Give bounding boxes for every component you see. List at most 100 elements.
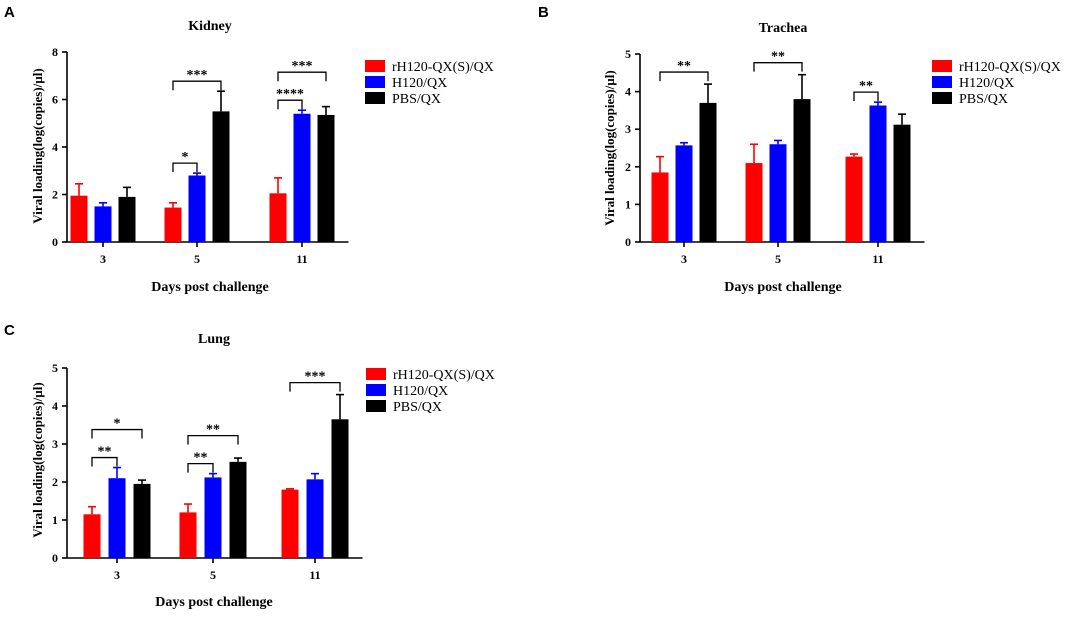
bar-lung — [229, 461, 247, 558]
panel-trachea: B Trachea Viral loading(log(copies)/µl) … — [538, 4, 1061, 295]
significance-bracket-trachea — [753, 62, 803, 72]
significance-bracket-kidney — [172, 80, 222, 91]
legend-swatch-trachea — [932, 60, 952, 72]
bar-trachea — [675, 145, 693, 242]
legend-swatch-kidney — [365, 60, 385, 72]
x-tick-label-trachea: 5 — [775, 252, 781, 266]
x-tick-label-trachea: 11 — [872, 252, 883, 266]
plot-area-trachea: 0 1 2 3 4 5 3 5 11 ** ** ** — [625, 47, 925, 266]
y-tick-label-lung: 2 — [52, 475, 58, 489]
significance-bracket-trachea — [659, 71, 709, 82]
legend-label-kidney: H120/QX — [392, 76, 447, 91]
y-tick-label-kidney: 8 — [52, 45, 58, 59]
panel-letter-a: A — [4, 4, 15, 21]
bar-kidney — [188, 175, 206, 242]
bar-trachea — [793, 99, 811, 243]
legend-label-trachea: H120/QX — [959, 76, 1014, 91]
y-tick-label-kidney: 2 — [52, 188, 58, 202]
legend-label-kidney: PBS/QX — [392, 92, 441, 107]
legend-swatch-kidney — [365, 76, 385, 88]
y-tick-label-kidney: 0 — [52, 235, 58, 249]
legend-label-lung: H120/QX — [393, 384, 448, 399]
bar-trachea — [699, 102, 717, 242]
legend-label-trachea: PBS/QX — [959, 92, 1008, 107]
bar-kidney — [118, 196, 136, 242]
bar-lung — [83, 514, 101, 558]
bar-kidney — [164, 207, 182, 242]
significance-bracket-kidney — [172, 162, 198, 173]
y-axis-label-lung: Viral loading(log(copies)/µl) — [30, 382, 45, 537]
y-tick-label-trachea: 5 — [625, 47, 631, 61]
significance-label-lung: ** — [194, 451, 208, 466]
significance-bracket-kidney — [277, 71, 327, 82]
y-tick-label-trachea: 3 — [625, 122, 631, 136]
y-tick-label-trachea: 2 — [625, 160, 631, 174]
x-axis-label-lung: Days post challenge — [155, 595, 272, 610]
legend-swatch-trachea — [932, 92, 952, 104]
bar-lung — [179, 512, 197, 558]
legend-label-kidney: rH120-QX(S)/QX — [392, 60, 494, 75]
significance-bracket-lung — [289, 381, 341, 392]
x-axis-label-trachea: Days post challenge — [724, 280, 841, 295]
y-tick-label-lung: 4 — [52, 399, 58, 413]
significance-label-kidney: *** — [292, 59, 313, 74]
legend-swatch-kidney — [365, 92, 385, 104]
significance-label-kidney: *** — [187, 68, 208, 83]
bar-kidney — [293, 113, 311, 242]
legend-swatch-lung — [366, 368, 386, 380]
bar-lung — [281, 489, 299, 558]
y-tick-label-lung: 1 — [52, 513, 58, 527]
panel-letter-c: C — [4, 322, 15, 339]
bar-trachea — [651, 172, 669, 242]
significance-label-lung: ** — [98, 445, 112, 460]
x-axis-label-kidney: Days post challenge — [151, 280, 268, 295]
bar-kidney — [317, 114, 335, 242]
x-tick-label-kidney: 3 — [100, 252, 106, 266]
significance-bracket-lung — [187, 434, 239, 445]
significance-bracket-trachea — [853, 91, 879, 102]
x-tick-label-lung: 3 — [114, 568, 120, 582]
bar-lung — [133, 483, 151, 558]
bar-kidney — [212, 111, 230, 242]
x-tick-label-lung: 11 — [309, 568, 320, 582]
bar-trachea — [893, 124, 911, 242]
bar-lung — [306, 479, 324, 558]
y-tick-label-trachea: 1 — [625, 197, 631, 211]
significance-label-lung: *** — [305, 370, 326, 385]
panel-kidney: A Kidney Viral loading(log(copies)/µl) D… — [4, 4, 494, 295]
y-tick-label-trachea: 4 — [625, 85, 631, 99]
x-tick-label-kidney: 5 — [194, 252, 200, 266]
chart-title-kidney: Kidney — [188, 19, 232, 34]
significance-bracket-lung — [91, 428, 143, 439]
panel-letter-b: B — [538, 4, 549, 21]
y-tick-label-trachea: 0 — [625, 235, 631, 249]
legend-swatch-trachea — [932, 76, 952, 88]
bar-trachea — [869, 105, 887, 243]
y-tick-label-kidney: 4 — [52, 140, 58, 154]
panel-lung: C Lung Viral loading(log(copies)/µl) Day… — [4, 322, 495, 610]
significance-bracket-lung — [91, 456, 118, 467]
y-tick-label-lung: 5 — [52, 361, 58, 375]
bar-lung — [108, 478, 126, 558]
y-tick-label-lung: 3 — [52, 437, 58, 451]
y-axis-label-trachea: Viral loading(log(copies)/µl) — [602, 70, 617, 225]
significance-label-lung: * — [114, 417, 121, 432]
significance-label-kidney: * — [182, 150, 189, 165]
legend-label-lung: rH120-QX(S)/QX — [393, 368, 495, 383]
bar-lung — [204, 477, 222, 558]
bar-kidney — [70, 195, 88, 242]
significance-label-lung: ** — [206, 423, 220, 438]
bar-kidney — [269, 193, 287, 242]
y-axis-label-kidney: Viral loading(log(copies)/µl) — [30, 68, 45, 223]
x-tick-label-kidney: 11 — [296, 252, 307, 266]
significance-label-trachea: ** — [677, 59, 691, 74]
bar-trachea — [769, 144, 787, 242]
bar-trachea — [845, 156, 863, 242]
legend-label-trachea: rH120-QX(S)/QX — [959, 60, 1061, 75]
significance-label-trachea: ** — [771, 50, 785, 65]
